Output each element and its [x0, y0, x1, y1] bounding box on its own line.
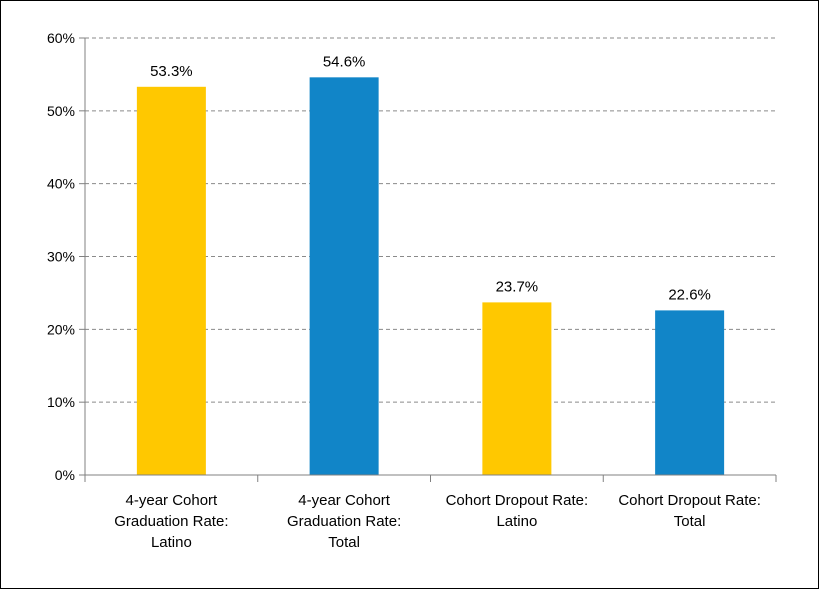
data-label: 22.6% — [668, 286, 711, 303]
bar — [655, 310, 725, 475]
x-category-label-line: 4-year Cohort — [126, 492, 219, 509]
bars — [136, 77, 725, 475]
data-label: 23.7% — [496, 278, 539, 295]
bar — [309, 77, 379, 475]
x-category-label: 4-year Cohort Graduation Rate: Latino — [114, 492, 228, 551]
y-tick-label: 60% — [47, 30, 75, 46]
y-tick-label: 40% — [47, 176, 75, 192]
x-category-label-line: Graduation Rate: — [287, 513, 401, 530]
x-category-label-line: Latino — [496, 513, 537, 530]
y-tick-label: 20% — [47, 321, 75, 337]
labels: 0% 10% 20% 30% 40% 50% 60% 53.3% 4-year Cohort Gr… — [47, 30, 761, 551]
y-tick-label: 10% — [47, 394, 75, 410]
x-category-label-line: Latino — [151, 534, 192, 551]
x-category-label: Cohort Dropout Rate: Latino — [446, 492, 589, 530]
bar — [482, 302, 552, 475]
x-category-label-line: 4-year Cohort — [298, 492, 391, 509]
x-category-label-line: Graduation Rate: — [114, 513, 228, 530]
y-tick-label: 50% — [47, 103, 75, 119]
x-category-label: 4-year Cohort Graduation Rate: Total — [287, 492, 401, 551]
y-tick-label: 0% — [55, 467, 75, 483]
axes — [79, 37, 777, 482]
x-category-label-line: Total — [328, 534, 360, 551]
y-tick-label: 30% — [47, 249, 75, 265]
data-label: 53.3% — [150, 63, 193, 80]
x-category-label-line: Cohort Dropout Rate: — [618, 492, 761, 509]
x-category-label-line: Cohort Dropout Rate: — [446, 492, 589, 509]
x-category-label: Cohort Dropout Rate: Total — [618, 492, 761, 530]
bar — [136, 86, 206, 475]
x-category-label-line: Total — [674, 513, 706, 530]
data-label: 54.6% — [323, 53, 366, 70]
